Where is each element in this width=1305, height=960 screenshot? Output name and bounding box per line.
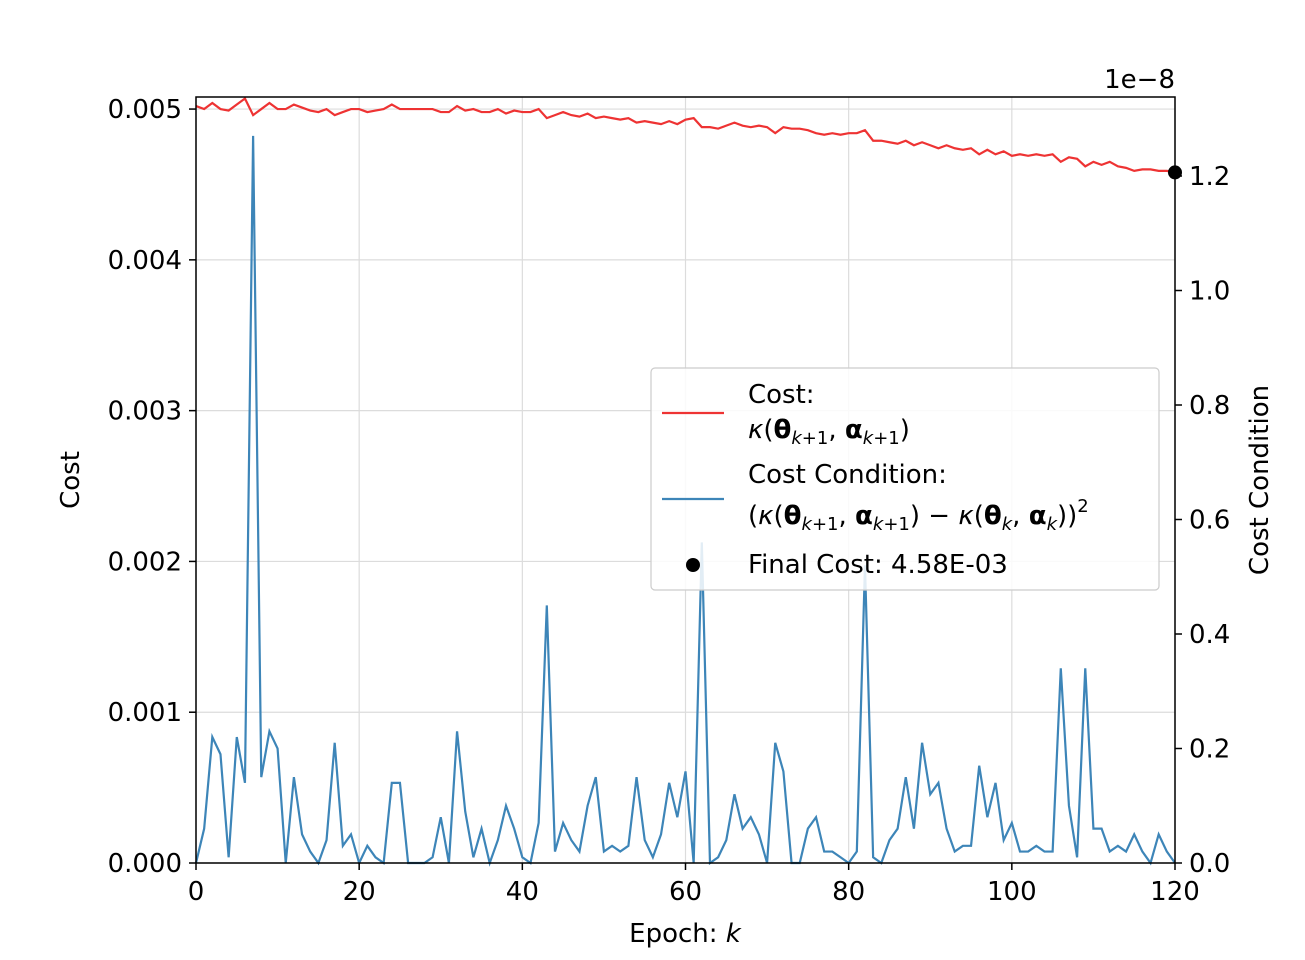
y2-tick-label: 0.2 (1189, 735, 1230, 765)
y-tick-label: 0.004 (108, 246, 182, 276)
y2-tick-label: 0.4 (1189, 620, 1230, 650)
y2-tick-label: 1.0 (1189, 277, 1230, 307)
y-tick-label: 0.003 (108, 397, 182, 427)
legend-formula-cost: κ(θk+1, αk+1) (748, 415, 910, 449)
x-tick-label: 60 (669, 877, 702, 907)
x-tick-label: 20 (343, 877, 376, 907)
y-tick-label: 0.001 (108, 698, 182, 728)
y2-tick-label: 1.2 (1189, 162, 1230, 192)
legend-label-cost-condition: Cost Condition: (748, 460, 947, 490)
y2-tick-label: 0.6 (1189, 506, 1230, 536)
y-tick-label: 0.000 (108, 849, 182, 879)
legend-marker-final-cost (686, 558, 700, 572)
y-tick-label: 0.005 (108, 95, 182, 125)
x-tick-label: 80 (832, 877, 865, 907)
series-line-cost (195, 96, 1176, 174)
y2-tick-label: 0.0 (1189, 849, 1230, 879)
x-axis-ticks: 0 20 40 60 80 100 120 (188, 863, 1200, 907)
y-axis-label: Cost (56, 451, 86, 509)
legend-label-final-cost: Final Cost: 4.58E-03 (748, 550, 1008, 580)
y2-offset-text: 1e−8 (1104, 65, 1175, 95)
y2-axis-ticks: 0.0 0.2 0.4 0.6 0.8 1.0 1.2 (1175, 162, 1230, 879)
legend: Cost: κ(θk+1, αk+1) Cost Condition: (κ(θ… (650, 367, 1160, 591)
legend-box (650, 367, 1160, 591)
y2-tick-label: 0.8 (1189, 391, 1230, 421)
x-tick-label: 120 (1150, 877, 1200, 907)
x-axis-label: Epoch: k (629, 919, 742, 949)
y-tick-label: 0.002 (108, 547, 182, 577)
x-tick-label: 100 (987, 877, 1037, 907)
y2-axis-label: Cost Condition (1245, 385, 1275, 575)
legend-formula-cost-condition: (κ(θk+1, αk+1) − κ(θk, αk))2 (748, 496, 1089, 535)
legend-label-cost: Cost: (748, 380, 815, 410)
y-axis-ticks: 0.000 0.001 0.002 0.003 0.004 0.005 (108, 95, 196, 879)
x-tick-label: 0 (188, 877, 205, 907)
x-tick-label: 40 (506, 877, 539, 907)
